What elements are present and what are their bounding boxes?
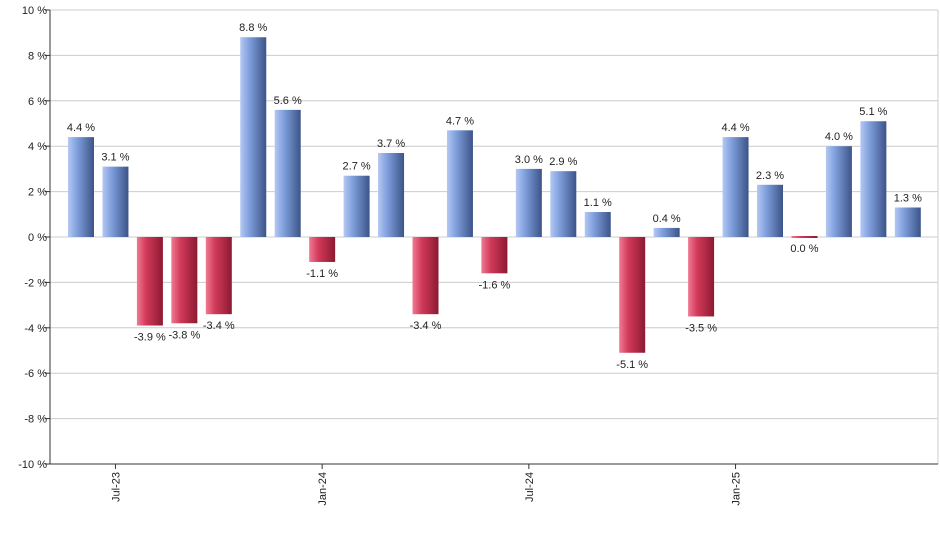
bar [688, 237, 715, 317]
bar [757, 184, 783, 237]
data-label: 4.4 % [67, 122, 95, 134]
data-label: 4.0 % [825, 131, 853, 143]
bar [136, 237, 163, 326]
data-labels: 4.4 %3.1 %-3.9 % -3.8 %-3.4 %8.8 %5.6 %-1… [67, 22, 922, 371]
data-label: -5.1 % [616, 359, 648, 371]
bar [481, 237, 508, 274]
data-label: 4.4 % [721, 122, 749, 134]
data-label: 8.8 % [239, 22, 267, 34]
x-tick-label: Jan-25 [731, 472, 743, 506]
axes [49, 10, 938, 469]
bar [205, 237, 232, 315]
bar [240, 37, 267, 237]
y-tick-label: 2 % [28, 187, 47, 199]
x-tick-label: Jul-23 [110, 472, 122, 502]
bar [653, 227, 680, 237]
data-label: 4.7 % [446, 115, 474, 127]
data-label: 0.4 % [653, 213, 681, 225]
data-label: 1.3 % [894, 192, 922, 204]
y-axis-labels: 10 % 8 % 6 % 4 % 2 % 0 % -2 % -4 % -6 % -8 % -10 % [18, 5, 47, 471]
data-label: -3.4 % [410, 320, 442, 332]
bar [860, 121, 887, 237]
bar [171, 237, 198, 324]
bar [274, 109, 301, 237]
data-label: -3.9 % [134, 332, 166, 344]
y-tick-label: 8 % [28, 50, 47, 62]
data-label: -3.4 % [203, 320, 235, 332]
data-label: 1.1 % [584, 197, 612, 209]
bar [894, 207, 921, 237]
data-label: 3.7 % [377, 138, 405, 150]
data-label: 2.9 % [549, 156, 577, 168]
data-label: 3.0 % [515, 154, 543, 166]
bar [550, 171, 577, 237]
y-tick-label: 4 % [28, 141, 47, 153]
bar [584, 212, 611, 237]
data-label: -1.1 % [306, 268, 338, 280]
bar [825, 146, 852, 237]
bar [102, 166, 129, 237]
y-tick-label: -10 % [18, 459, 47, 471]
data-label: 2.3 % [756, 170, 784, 182]
bar [515, 168, 542, 237]
y-tick-label: -6 % [24, 368, 47, 380]
bar [619, 237, 646, 353]
y-tick-label: 0 % [28, 232, 47, 244]
data-label: -3.8 % [168, 329, 200, 341]
bar [378, 153, 405, 237]
y-tick-label: -4 % [24, 323, 47, 335]
y-tick-label: -2 % [24, 277, 47, 289]
x-axis-labels: Jul-23 Jan-24 Jul-24 Jan-25 [110, 472, 742, 506]
data-label: 3.1 % [101, 152, 129, 164]
x-tick-label: Jul-24 [524, 472, 536, 502]
x-tick-label: Jan-24 [317, 472, 329, 506]
data-label: 5.6 % [274, 95, 302, 107]
y-tick-label: 10 % [22, 5, 47, 17]
data-label: 0.0 % [790, 243, 818, 255]
data-label: -3.5 % [685, 322, 717, 334]
bar [446, 130, 473, 237]
data-label: 2.7 % [343, 161, 371, 173]
data-label: -1.6 % [479, 279, 511, 291]
data-label: 5.1 % [859, 106, 887, 118]
bar [412, 237, 439, 315]
bar [791, 236, 818, 238]
y-tick-label: 6 % [28, 96, 47, 108]
y-tick-label: -8 % [24, 414, 47, 426]
bar [309, 237, 336, 262]
bars [68, 37, 921, 353]
bar [68, 137, 94, 237]
bar [343, 175, 370, 237]
bar [722, 137, 749, 237]
